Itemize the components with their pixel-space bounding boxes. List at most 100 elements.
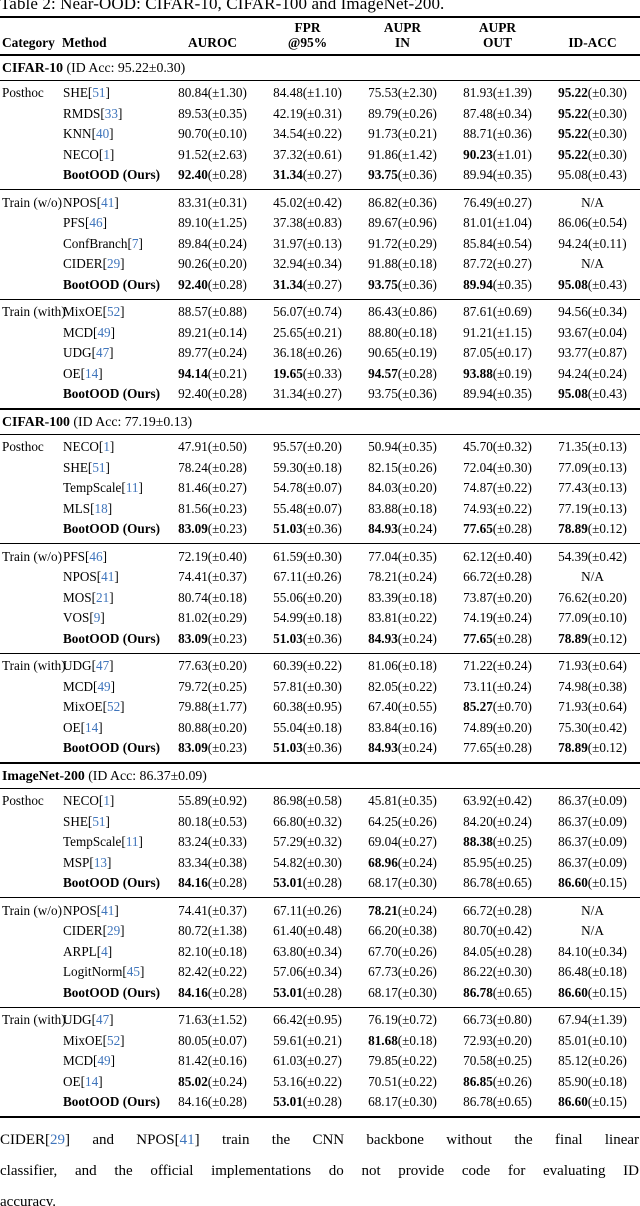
citation-link[interactable]: 52 bbox=[106, 304, 121, 320]
citation-link[interactable]: 46 bbox=[89, 548, 103, 564]
citation-link[interactable]: 47 bbox=[95, 658, 110, 674]
citation-link[interactable]: 14 bbox=[85, 1073, 99, 1089]
citation-link[interactable]: 47 bbox=[95, 345, 110, 361]
category-label bbox=[0, 697, 62, 718]
table-caption: Table 2: Near-OOD: CIFAR-10, CIFAR-100 a… bbox=[0, 0, 445, 13]
citation-link[interactable]: 47 bbox=[95, 1012, 110, 1028]
metric-value: 32.94(±0.34) bbox=[273, 256, 342, 272]
footnote-text: CIDER[ bbox=[0, 1132, 50, 1149]
citation-link[interactable]: 41 bbox=[101, 194, 115, 210]
citation-link[interactable]: 1 bbox=[103, 793, 110, 809]
citation-link[interactable]: 52 bbox=[106, 1032, 121, 1048]
table-row: VOS[9] 81.02(±0.29) 54.99(±0.18) 83.81(±0.2… bbox=[0, 608, 640, 629]
table-row: BootOOD (Ours) 84.16(±0.28) 53.01(±0.28) 68… bbox=[0, 983, 640, 1004]
citation-link[interactable]: 49 bbox=[97, 1053, 111, 1069]
metric-value: 90.65(±0.19) bbox=[368, 345, 437, 361]
metric-value: 53.01(±0.28) bbox=[273, 984, 342, 1000]
metric-value: 86.60(±0.15) bbox=[558, 1094, 627, 1110]
category-label bbox=[0, 104, 62, 125]
metric-value: 60.39(±0.22) bbox=[273, 658, 342, 674]
citation-link[interactable]: 9 bbox=[93, 610, 101, 626]
table-rule bbox=[0, 79, 640, 81]
table-row: TempScale[11] 83.24(±0.33) 57.29(±0.32) 69.… bbox=[0, 832, 640, 853]
metric-value: 86.78(±0.65) bbox=[463, 1094, 532, 1110]
citation-link[interactable]: 41 bbox=[101, 569, 115, 585]
citation-link[interactable]: 52 bbox=[106, 699, 121, 715]
metric-value: 37.38(±0.83) bbox=[273, 215, 342, 231]
category-label: Posthoc bbox=[2, 85, 44, 101]
metric-value: 86.43(±0.86) bbox=[368, 304, 437, 320]
table-rule bbox=[0, 298, 640, 300]
metric-value: 88.71(±0.36) bbox=[463, 126, 532, 142]
table-row: Train (with) UDG[47] 77.63(±0.20) 60.39(±0.… bbox=[0, 656, 640, 677]
table-rule bbox=[0, 897, 640, 899]
metric-value: 77.65(±0.28) bbox=[463, 521, 532, 537]
citation-link[interactable]: 18 bbox=[94, 500, 108, 516]
column-header-aupr-in: AUPR IN bbox=[383, 20, 422, 50]
citation-link[interactable]: 29 bbox=[106, 256, 121, 272]
metric-value: 68.96(±0.24) bbox=[368, 854, 437, 870]
metric-value: 95.22(±0.30) bbox=[558, 126, 627, 142]
citation-link[interactable]: 41 bbox=[179, 1132, 195, 1149]
category-label bbox=[0, 942, 62, 963]
metric-value: 51.03(±0.36) bbox=[273, 740, 342, 756]
footnote-line: CIDER[29] and NPOS[41] train the CNN bac… bbox=[0, 1125, 639, 1156]
method-group: Train (with) UDG[47] 77.63(±0.20) 60.39(±0.… bbox=[0, 654, 640, 763]
metric-value: 95.08(±0.43) bbox=[558, 276, 627, 292]
citation-link[interactable]: 51 bbox=[92, 813, 106, 829]
citation-link[interactable]: 14 bbox=[85, 719, 99, 735]
citation-link[interactable]: 45 bbox=[126, 964, 140, 980]
citation-link[interactable]: 1 bbox=[103, 439, 110, 455]
table-rule bbox=[0, 543, 640, 545]
metric-value: 25.65(±0.21) bbox=[273, 324, 342, 340]
citation-link[interactable]: 11 bbox=[125, 480, 139, 496]
metric-value: 78.89(±0.12) bbox=[558, 521, 627, 537]
table-rule bbox=[0, 762, 640, 764]
table-row: Train (w/o) NPOS[41] 83.31(±0.31) 45.02(±0.… bbox=[0, 193, 640, 214]
citation-link[interactable]: 51 bbox=[92, 459, 106, 475]
citation-link[interactable]: 33 bbox=[104, 105, 118, 121]
citation-link[interactable]: 46 bbox=[89, 215, 103, 231]
method-group: Train (w/o) NPOS[41] 74.41(±0.37) 67.11(±0.… bbox=[0, 898, 640, 1007]
table-rule bbox=[0, 433, 640, 435]
metric-value: 60.38(±0.95) bbox=[273, 699, 342, 715]
metric-value: 84.20(±0.24) bbox=[463, 813, 532, 829]
citation-link[interactable]: 41 bbox=[101, 902, 115, 918]
metric-value: 31.34(±0.27) bbox=[273, 386, 342, 402]
metric-value: 83.88(±0.18) bbox=[368, 500, 437, 516]
citation-link[interactable]: 14 bbox=[85, 365, 99, 381]
metric-value: 72.93(±0.20) bbox=[463, 1032, 532, 1048]
method-name: BootOOD (Ours) bbox=[63, 386, 161, 402]
table-row: BootOOD (Ours) 84.16(±0.28) 53.01(±0.28) 68… bbox=[0, 873, 640, 894]
metric-value: 89.94(±0.35) bbox=[463, 386, 532, 402]
table-row: NPOS[41] 74.41(±0.37) 67.11(±0.26) 78.21(±0… bbox=[0, 567, 640, 588]
table-row: Posthoc SHE[51] 80.84(±1.30) 84.48(±1.10) 75… bbox=[0, 83, 640, 104]
citation-link[interactable]: 49 bbox=[97, 678, 111, 694]
footnote-text: ] train the CNN backbone without the fin… bbox=[194, 1132, 640, 1149]
metric-value: 89.53(±0.35) bbox=[178, 105, 247, 121]
table-row: Train (with) MixOE[52] 88.57(±0.88) 56.07(±… bbox=[0, 302, 640, 323]
citation-link[interactable]: 29 bbox=[106, 923, 121, 939]
metric-value: 74.98(±0.38) bbox=[558, 678, 627, 694]
citation-link[interactable]: 11 bbox=[125, 834, 139, 850]
metric-value: 84.05(±0.28) bbox=[463, 943, 532, 959]
citation-link[interactable]: 49 bbox=[97, 324, 111, 340]
citation-link[interactable]: 21 bbox=[96, 589, 110, 605]
metric-value: 89.67(±0.96) bbox=[368, 215, 437, 231]
citation-link[interactable]: 13 bbox=[93, 854, 107, 870]
table-row: MixOE[52] 80.05(±0.07) 59.61(±0.21) 81.68(±… bbox=[0, 1031, 640, 1052]
citation-link[interactable]: 40 bbox=[95, 126, 110, 142]
citation-link[interactable]: 29 bbox=[50, 1132, 65, 1149]
metric-value: 82.10(±0.18) bbox=[178, 943, 247, 959]
citation-link[interactable]: 51 bbox=[92, 85, 106, 101]
metric-value: 61.03(±0.27) bbox=[273, 1053, 342, 1069]
metric-value: 66.72(±0.28) bbox=[463, 569, 532, 585]
metric-value: 79.88(±1.77) bbox=[178, 699, 247, 715]
citation-link[interactable]: 1 bbox=[103, 146, 110, 162]
metric-value: 66.80(±0.32) bbox=[273, 813, 342, 829]
method-name: ConfBranch[7] bbox=[63, 235, 143, 251]
citation-link[interactable]: 4 bbox=[101, 943, 108, 959]
citation-link[interactable]: 7 bbox=[131, 235, 139, 251]
metric-value: 86.37(±0.09) bbox=[558, 854, 627, 870]
footnote-line: accuracy. bbox=[0, 1187, 639, 1206]
